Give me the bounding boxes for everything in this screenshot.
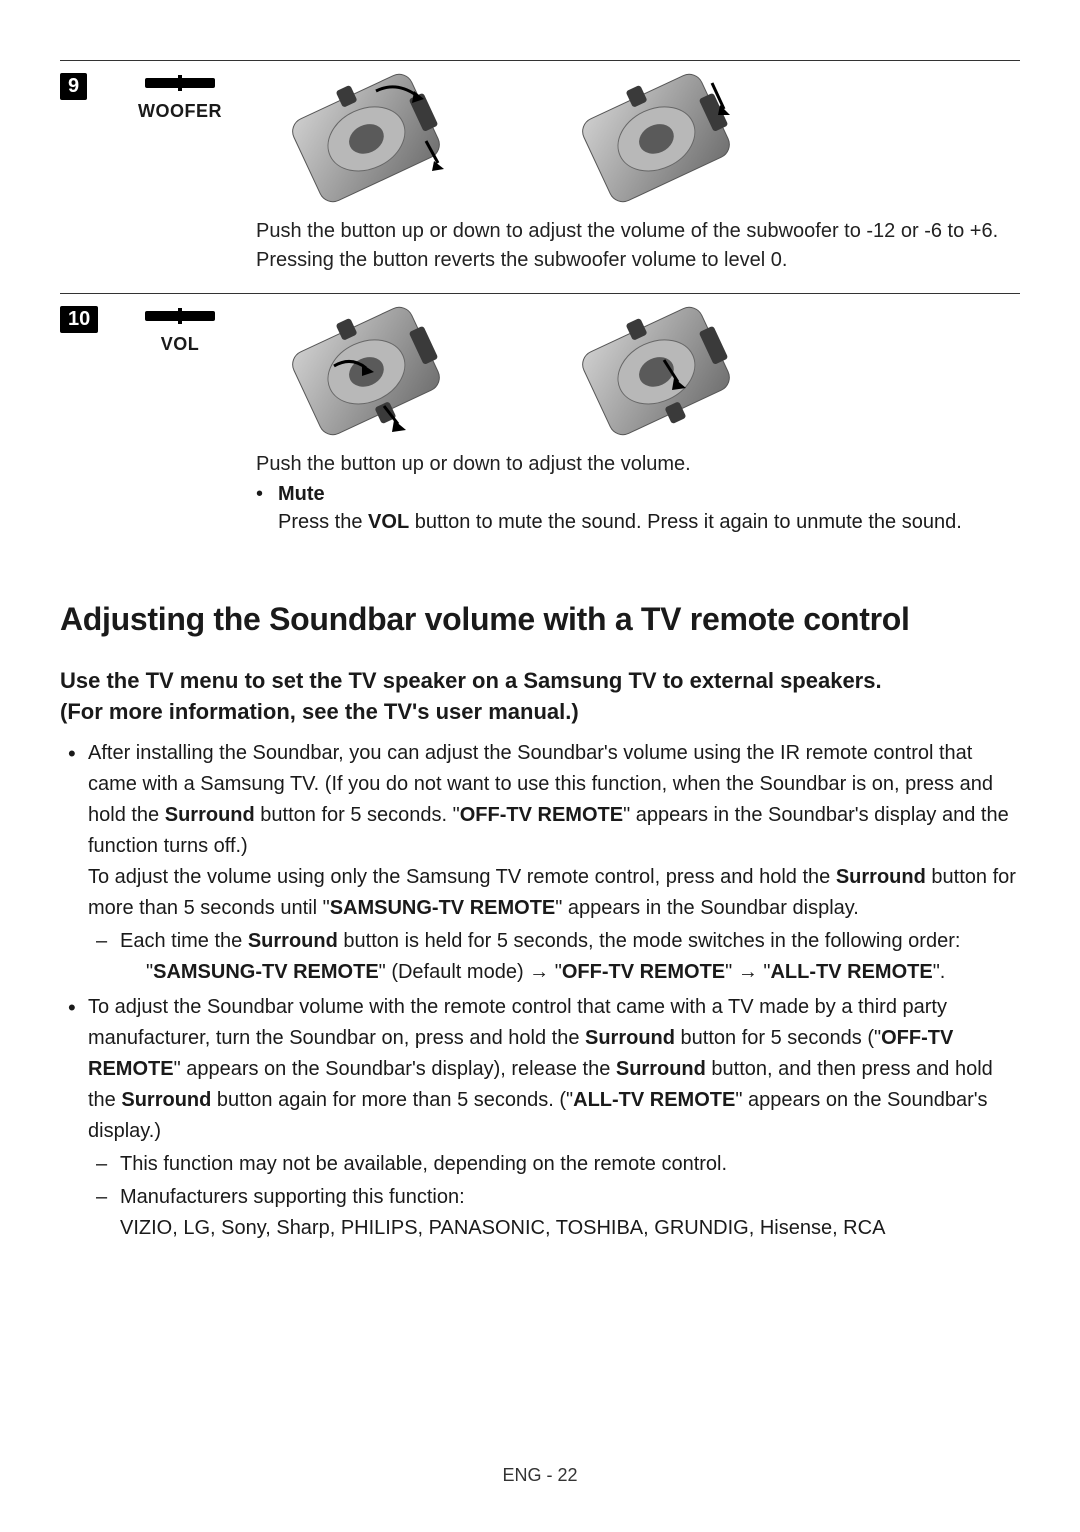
bullet-title: Mute [278,483,1014,506]
row-description-text: Push the button up or down to adjust the… [256,450,1014,479]
row-description-text: Push the button up or down to adjust the… [256,217,1014,275]
remote-images [266,73,1014,203]
paragraph: To adjust the Soundbar volume with the r… [88,996,993,1142]
table-row-woofer: 9 WOOFER Push the button up or down t [60,60,1020,293]
paragraph: To adjust the volume using only the Sams… [88,866,1016,919]
dash-item: Each time the Surround button is held fo… [120,926,1020,988]
table-row-vol: 10 VOL Push the button up or down to [60,293,1020,555]
manufacturer-list: VIZIO, LG, Sony, Sharp, PHILIPS, PANASON… [120,1213,1020,1244]
dash-item: This function may not be available, depe… [120,1149,1020,1180]
section-heading: Adjusting the Soundbar volume with a TV … [60,601,1020,638]
row-number-badge: 10 [60,306,98,333]
list-item: To adjust the Soundbar volume with the r… [88,992,1020,1244]
remote-diagram-woofer-down [556,73,756,203]
dash-item: Manufacturers supporting this function: … [120,1182,1020,1244]
rocker-icon [145,75,215,91]
bullet-dot-icon: • [256,483,278,537]
dash-list: Each time the Surround button is held fo… [88,926,1020,988]
mute-bullet: • Mute Press the VOL button to mute the … [256,483,1014,537]
remote-diagram-vol-up [266,306,466,436]
row-label-cell: WOOFER [110,61,250,293]
row-description-cell: Push the button up or down to adjust the… [250,294,1020,555]
row-number-badge: 9 [60,73,87,100]
page-footer: ENG - 22 [0,1465,1080,1486]
sub-heading: Use the TV menu to set the TV speaker on… [60,666,1020,728]
remote-diagram-vol-down [556,306,756,436]
row-label: VOL [116,334,244,355]
row-label-cell: VOL [110,294,250,555]
remote-diagram-woofer-up [266,73,466,203]
row-label: WOOFER [116,101,244,122]
instruction-list: After installing the Soundbar, you can a… [60,738,1020,1244]
bullet-text: Press the VOL button to mute the sound. … [278,508,1014,537]
row-number-cell: 9 [60,61,110,293]
list-item: After installing the Soundbar, you can a… [88,738,1020,988]
paragraph: After installing the Soundbar, you can a… [88,742,1009,857]
remote-images [266,306,1014,436]
row-description-cell: Push the button up or down to adjust the… [250,61,1020,293]
row-number-cell: 10 [60,294,110,555]
dash-list: This function may not be available, depe… [88,1149,1020,1244]
mode-sequence: "SAMSUNG-TV REMOTE" (Default mode) → "OF… [120,957,1020,988]
rocker-icon [145,308,215,324]
